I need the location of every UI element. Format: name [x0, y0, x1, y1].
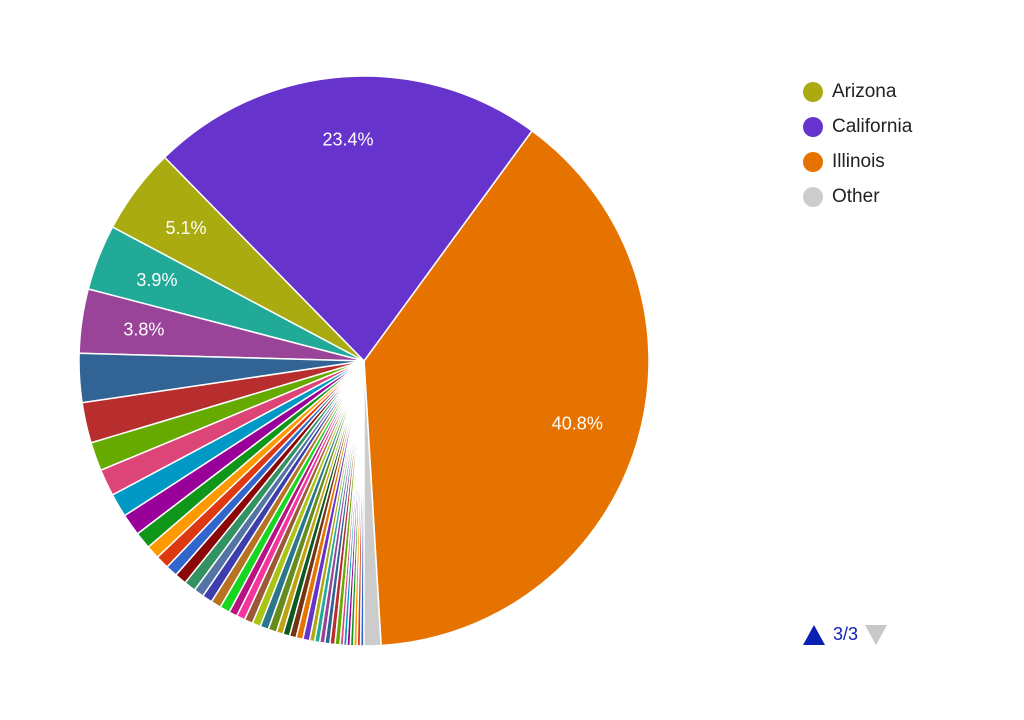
slice-percent-label: 23.4%: [322, 129, 373, 149]
legend-item-california[interactable]: California: [803, 109, 912, 144]
legend-item-arizona[interactable]: Arizona: [803, 74, 912, 109]
legend-pager: 3/3: [803, 624, 888, 645]
legend-label: Other: [832, 185, 880, 207]
pie-slice[interactable]: [163, 75, 534, 363]
legend-swatch: [803, 186, 823, 207]
slice-percent-label: 3.8%: [123, 320, 164, 340]
slice-percent-label: 3.9%: [136, 270, 177, 290]
legend-swatch: [803, 81, 823, 102]
page-up-arrow-icon[interactable]: [803, 624, 825, 645]
legend: Arizona California Illinois Other: [803, 74, 912, 214]
slice-percent-label: 40.8%: [552, 414, 603, 434]
slice-percent-label: 5.1%: [166, 218, 207, 238]
legend-label: Arizona: [832, 80, 897, 102]
legend-label: Illinois: [832, 150, 885, 172]
legend-swatch: [803, 116, 823, 137]
page-indicator: 3/3: [833, 624, 859, 644]
legend-swatch: [803, 151, 823, 172]
legend-label: California: [832, 115, 913, 137]
legend-item-illinois[interactable]: Illinois: [803, 144, 912, 179]
legend-item-other[interactable]: Other: [803, 179, 912, 214]
page-down-arrow-icon: [865, 624, 888, 645]
pie-slice[interactable]: [363, 129, 650, 647]
pie-slice[interactable]: [363, 360, 382, 647]
